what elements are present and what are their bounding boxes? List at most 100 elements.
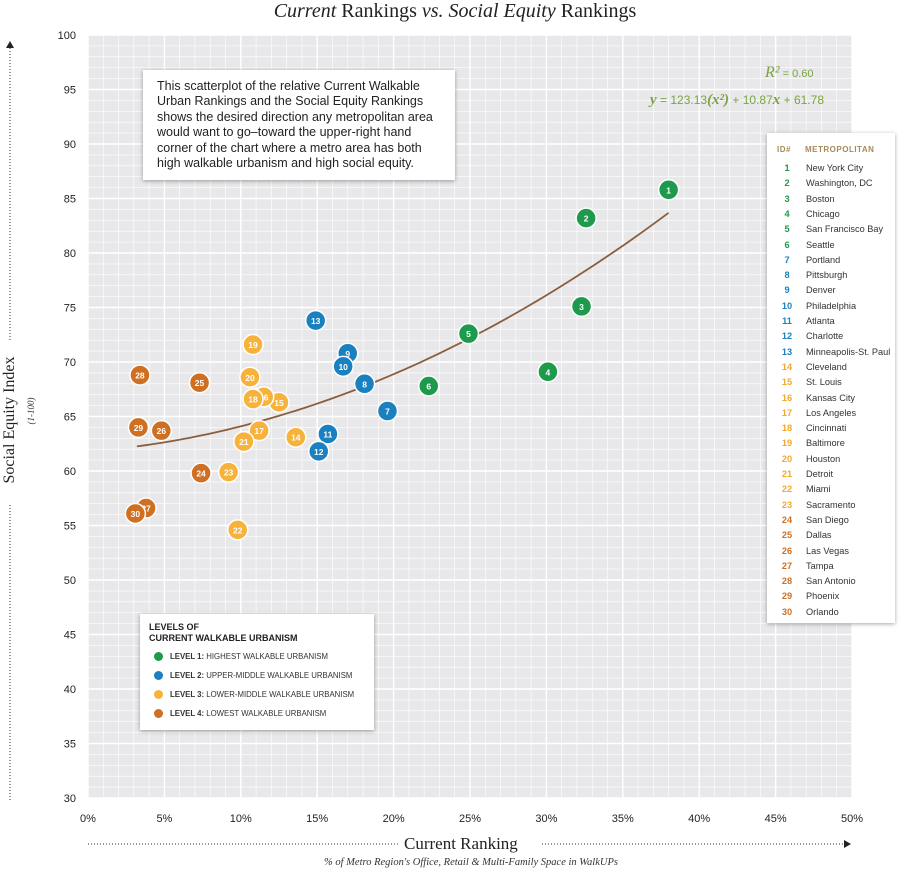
r-squared-value: = 0.60 xyxy=(779,68,814,80)
point-marker xyxy=(127,416,150,439)
legend-item: LEVEL 1: HIGHEST WALKABLE URBANISM xyxy=(154,652,329,662)
x-axis-title: Current Ranking xyxy=(404,834,518,853)
x-tick-label: 0% xyxy=(80,813,96,825)
metro-id: 18 xyxy=(781,423,793,434)
point-marker xyxy=(217,461,240,483)
metro-name: Pittsburgh xyxy=(806,270,848,281)
point-26: 26 xyxy=(150,419,173,442)
point-23: 23 xyxy=(217,461,240,483)
y-tick-label: 40 xyxy=(64,684,76,696)
metro-id: 16 xyxy=(781,392,793,403)
point-2: 2 xyxy=(575,207,597,229)
legend-title: LEVELS OF CURRENT WALKABLE URBANISM xyxy=(149,622,298,644)
metro-name: Minneapolis-St. Paul xyxy=(806,346,891,357)
metro-name: St. Louis xyxy=(806,377,842,388)
metro-id: 8 xyxy=(784,270,790,281)
point-label: 19 xyxy=(248,340,258,350)
point-8: 8 xyxy=(353,373,376,395)
point-13: 13 xyxy=(304,309,327,332)
metro-list-item: 1 New York City xyxy=(767,163,895,178)
metro-list-item: 30 Orlando xyxy=(767,607,895,622)
point-label: 12 xyxy=(314,447,324,457)
metro-list-item: 10 Philadelphia xyxy=(767,301,895,316)
y-tick-label: 95 xyxy=(64,85,76,97)
point-label: 21 xyxy=(239,437,249,447)
metro-list-item: 3 Boston xyxy=(767,194,895,209)
metro-list-item: 27 Tampa xyxy=(767,561,895,576)
metro-id: 27 xyxy=(781,560,793,571)
metro-name: Seattle xyxy=(806,239,835,250)
point-label: 10 xyxy=(338,362,348,372)
point-label: 2 xyxy=(584,214,589,224)
metro-list-item: 11 Atlanta xyxy=(767,316,895,331)
metro-id: 17 xyxy=(781,407,793,418)
point-marker xyxy=(150,419,173,442)
point-label: 24 xyxy=(196,469,206,479)
point-label: 29 xyxy=(134,423,144,433)
point-label: 28 xyxy=(135,371,145,381)
point-22: 22 xyxy=(226,519,249,541)
metro-name: Boston xyxy=(806,193,835,204)
legend-item: LEVEL 3: LOWER-MIDDLE WALKABLE URBANISM xyxy=(154,690,354,700)
metro-id: 9 xyxy=(784,285,790,296)
metro-list-item: 17 Los Angeles xyxy=(767,408,895,423)
point-3: 3 xyxy=(570,295,593,318)
metro-id: 25 xyxy=(781,530,793,541)
point-30: 30 xyxy=(124,502,147,525)
point-marker xyxy=(457,322,480,345)
point-marker xyxy=(248,419,270,442)
legend-title-line1: LEVELS OF xyxy=(149,622,200,632)
metro-id: 28 xyxy=(781,576,793,587)
point-marker xyxy=(537,361,559,383)
metro-id: 21 xyxy=(781,469,793,479)
metro-name: Detroit xyxy=(806,469,834,479)
point-label: 16 xyxy=(259,392,269,402)
point-11: 11 xyxy=(317,423,339,445)
metro-id: 15 xyxy=(781,377,793,388)
legend-text: HIGHEST WALKABLE URBANISM xyxy=(204,652,329,661)
x-tick-label: 20% xyxy=(383,813,405,825)
trend-line xyxy=(136,212,670,448)
metro-name: Portland xyxy=(806,254,841,265)
legend-dot xyxy=(154,709,163,719)
metro-name: Cleveland xyxy=(806,361,847,372)
x-tick-label: 40% xyxy=(688,813,710,825)
metro-name: Tampa xyxy=(806,560,834,571)
title-rankings-1: Rankings xyxy=(336,0,422,22)
legend-level: LEVEL 3: xyxy=(170,690,205,699)
metro-name: Philadelphia xyxy=(806,300,857,311)
metro-list-item: 13 Minneapolis-St. Paul xyxy=(767,347,895,362)
metro-name: Phoenix xyxy=(806,591,840,602)
point-14: 14 xyxy=(285,426,307,448)
x-tick-label: 25% xyxy=(459,813,481,825)
eq-xsq: (x²) xyxy=(707,92,730,108)
point-label: 27 xyxy=(141,504,151,514)
metro-id: 3 xyxy=(784,193,790,204)
metro-name: San Antonio xyxy=(806,576,856,587)
metro-name: San Francisco Bay xyxy=(806,224,884,235)
y-tick-label: 80 xyxy=(64,248,76,260)
metro-id: 13 xyxy=(781,346,793,357)
metro-list-item: 6 Seattle xyxy=(767,240,895,255)
metro-name: Las Vegas xyxy=(806,545,849,556)
point-29: 29 xyxy=(127,416,150,439)
title-rankings-2: Rankings xyxy=(555,0,637,22)
point-marker xyxy=(190,462,212,484)
metro-id: 20 xyxy=(781,453,793,464)
legend-item: LEVEL 4: LOWEST WALKABLE URBANISM xyxy=(154,709,327,719)
metro-id: 24 xyxy=(781,514,793,525)
metro-list-item: 20 Houston xyxy=(767,454,895,469)
point-28: 28 xyxy=(129,364,151,386)
legend-text: LOWEST WALKABLE URBANISM xyxy=(204,709,327,718)
point-label: 22 xyxy=(233,525,243,535)
eq-part3: + 61.78 xyxy=(780,93,824,107)
y-tick-label: 65 xyxy=(64,412,76,424)
point-label: 30 xyxy=(131,509,141,519)
title-social-equity: Social Equity xyxy=(443,0,556,22)
metro-list-item: 18 Cincinnati xyxy=(767,423,895,438)
metro-list-header-id: ID# xyxy=(777,145,791,154)
metro-id: 22 xyxy=(781,484,793,495)
point-marker xyxy=(332,355,354,378)
metro-name: Washington, DC xyxy=(806,178,873,189)
metro-list-item: 14 Cleveland xyxy=(767,362,895,377)
